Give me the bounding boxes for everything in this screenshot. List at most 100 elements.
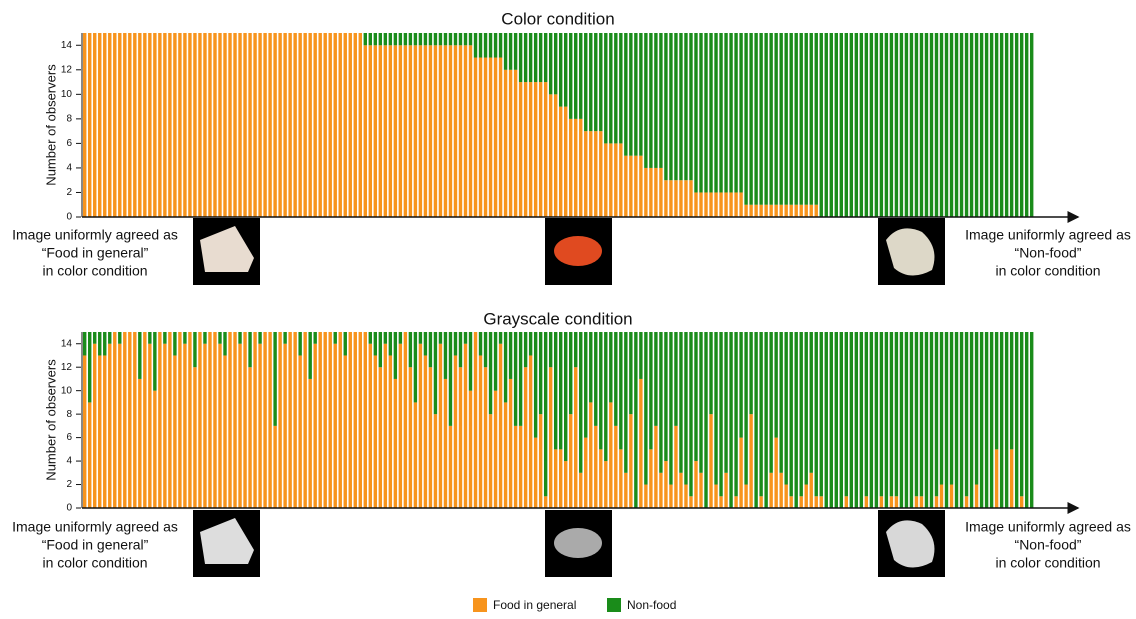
bar-segment xyxy=(548,367,553,508)
bar-segment xyxy=(263,33,267,217)
bar-segment xyxy=(679,472,683,508)
bar-segment xyxy=(478,332,483,356)
bar-segment xyxy=(739,332,743,438)
bar-segment xyxy=(884,33,889,217)
bar-segment xyxy=(418,33,423,46)
bar-segment xyxy=(684,484,688,508)
bar-segment xyxy=(303,33,307,217)
bar-segment xyxy=(689,332,693,497)
bar-segment xyxy=(443,378,448,508)
bar-segment xyxy=(508,33,513,70)
bar-segment xyxy=(308,33,312,217)
bar-segment xyxy=(764,204,768,217)
bar-segment xyxy=(699,192,703,217)
bar-segment xyxy=(749,414,753,508)
bar-segment xyxy=(994,33,999,217)
bar-segment xyxy=(639,378,643,508)
bar-segment xyxy=(889,496,894,508)
bar-segment xyxy=(158,332,162,508)
bar-segment xyxy=(443,332,448,379)
bar-segment xyxy=(834,332,838,508)
bar-segment xyxy=(408,33,413,46)
annotation: Image uniformly agreed as xyxy=(965,519,1131,535)
bar-segment xyxy=(649,167,653,217)
bar-segment xyxy=(684,180,688,217)
bar-segment xyxy=(1024,332,1029,508)
bar-segment xyxy=(649,449,653,508)
bar-segment xyxy=(764,332,768,508)
bar-segment xyxy=(218,343,222,508)
bar-segment xyxy=(358,332,362,508)
thumbnail-shape xyxy=(554,236,602,266)
bar-segment xyxy=(609,33,613,144)
bar-segment xyxy=(513,33,518,70)
bar-segment xyxy=(604,143,608,217)
bar-segment xyxy=(88,33,92,217)
bar-segment xyxy=(939,332,944,485)
bar-segment xyxy=(533,33,538,83)
bar-segment xyxy=(629,332,633,415)
bar-segment xyxy=(624,332,628,473)
bar-segment xyxy=(924,332,929,508)
bar-segment xyxy=(964,332,969,497)
bar-segment xyxy=(133,332,137,508)
bar-segment xyxy=(468,332,473,391)
bar-segment xyxy=(799,33,803,205)
bar-segment xyxy=(819,496,823,508)
bar-segment xyxy=(964,496,969,508)
bar-segment xyxy=(488,414,493,508)
bar-segment xyxy=(734,496,738,508)
bar-segment xyxy=(619,143,623,217)
bar-segment xyxy=(518,332,523,426)
bar-segment xyxy=(268,33,272,217)
bar-segment xyxy=(759,332,763,497)
bar-segment xyxy=(103,355,107,508)
bar-segment xyxy=(398,343,403,508)
bar-segment xyxy=(193,33,197,217)
bar-segment xyxy=(709,414,713,508)
bar-segment xyxy=(739,33,743,193)
bar-segment xyxy=(373,355,378,508)
bar-segment xyxy=(919,332,924,497)
bar-segment xyxy=(994,332,999,450)
bar-segment xyxy=(774,437,778,508)
bar-segment xyxy=(569,118,573,217)
bar-segment xyxy=(594,33,598,132)
bar-segment xyxy=(669,332,673,485)
bar-segment xyxy=(398,45,403,218)
series xyxy=(83,33,818,218)
bar-segment xyxy=(694,332,698,462)
bar-segment xyxy=(413,402,418,508)
bar-segment xyxy=(684,332,688,485)
bar-segment xyxy=(533,437,538,508)
bar-segment xyxy=(639,332,643,379)
bar-segment xyxy=(428,367,433,508)
bar-segment xyxy=(669,33,673,181)
bar-segment xyxy=(118,33,122,217)
bar-segment xyxy=(664,332,668,462)
bar-segment xyxy=(814,332,818,497)
bar-segment xyxy=(448,33,453,46)
bar-segment xyxy=(889,33,894,217)
legend-swatch xyxy=(607,598,621,612)
bar-segment xyxy=(724,192,728,217)
bar-segment xyxy=(1009,33,1014,217)
bar-segment xyxy=(258,332,262,344)
bar-segment xyxy=(649,332,653,450)
bar-segment xyxy=(659,167,663,217)
bar-segment xyxy=(559,106,563,217)
bar-segment xyxy=(98,355,102,508)
bar-segment xyxy=(513,425,518,508)
bar-segment xyxy=(423,45,428,218)
bar-segment xyxy=(849,33,854,217)
bar-segment xyxy=(173,332,177,356)
bar-segment xyxy=(473,332,478,508)
bar-segment xyxy=(664,33,668,181)
bar-segment xyxy=(163,343,167,508)
bar-segment xyxy=(689,180,693,217)
bar-segment xyxy=(543,496,548,508)
bar-segment xyxy=(614,143,618,217)
bar-segment xyxy=(138,378,142,508)
bar-segment xyxy=(128,332,132,508)
bar-segment xyxy=(639,155,643,217)
